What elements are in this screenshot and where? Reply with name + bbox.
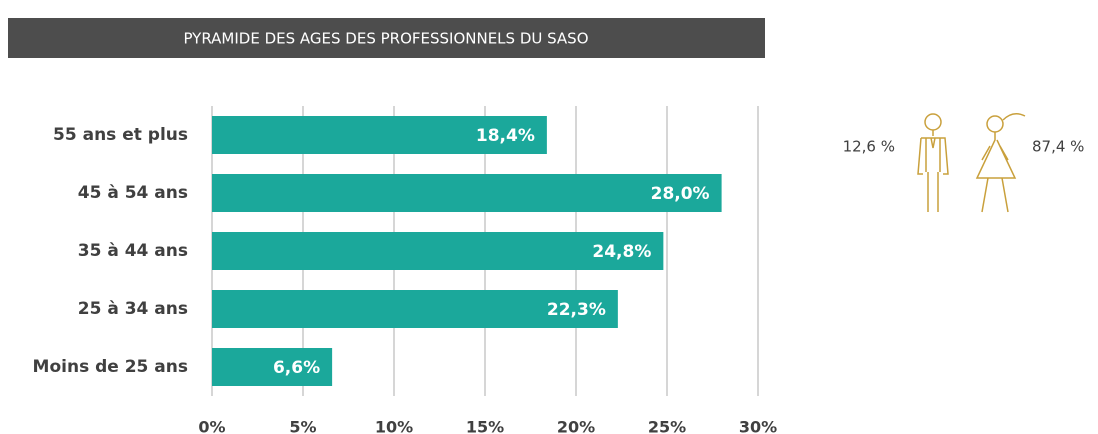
x-tick-label: 15% [466, 418, 504, 434]
chart-title: PYRAMIDE DES AGES DES PROFESSIONNELS DU … [183, 30, 588, 48]
y-tick-label: 45 à 54 ans [78, 183, 188, 203]
x-tick-label: 0% [198, 418, 225, 434]
value-label: 18,4% [476, 126, 535, 146]
gender-icons [917, 113, 1026, 213]
bar [212, 348, 333, 386]
value-label: 24,8% [592, 242, 651, 262]
female-share: 87,4 % [1032, 138, 1084, 156]
value-label: 22,3% [547, 300, 606, 320]
x-tick-label: 30% [739, 418, 777, 434]
y-tick-label: 25 à 34 ans [78, 299, 188, 319]
x-tick-label: 5% [289, 418, 316, 434]
bar [212, 232, 664, 270]
value-label: 28,0% [651, 184, 710, 204]
y-tick-label: 55 ans et plus [53, 125, 188, 145]
x-tick-label: 20% [557, 418, 595, 434]
bar [212, 116, 547, 154]
y-tick-label: 35 à 44 ans [78, 241, 188, 261]
title-bar [8, 18, 765, 58]
x-tick-label: 10% [375, 418, 413, 434]
y-tick-label: Moins de 25 ans [33, 357, 188, 377]
x-tick-label: 25% [648, 418, 686, 434]
bar [212, 290, 618, 328]
male-share: 12,6 % [843, 138, 895, 156]
value-label: 6,6% [273, 358, 320, 378]
bar [212, 174, 722, 212]
